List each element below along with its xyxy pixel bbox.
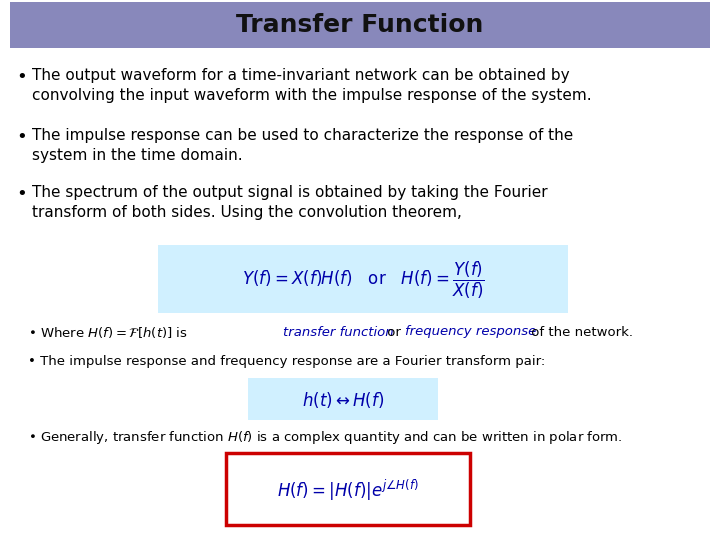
Text: •: • [17,68,27,86]
Text: $Y(f) = X(f)H(f)$   or   $H(f) = \dfrac{Y(f)}{X(f)}$: $Y(f) = X(f)H(f)$ or $H(f) = \dfrac{Y(f)… [242,259,485,301]
FancyBboxPatch shape [248,378,438,420]
Text: Transfer Function: Transfer Function [236,13,484,37]
Text: •: • [17,128,27,146]
Text: transfer function: transfer function [283,326,394,339]
Text: $H(f) = |H(f)|e^{j\angle H(f)}$: $H(f) = |H(f)|e^{j\angle H(f)}$ [277,477,419,503]
Text: frequency response: frequency response [405,326,536,339]
Text: •: • [17,185,27,203]
FancyBboxPatch shape [226,453,470,525]
FancyBboxPatch shape [10,2,710,48]
Text: $h(t) \leftrightarrow H(f)$: $h(t) \leftrightarrow H(f)$ [302,390,384,410]
Text: • The impulse response and frequency response are a Fourier transform pair:: • The impulse response and frequency res… [28,355,545,368]
Text: • Generally, transfer function $H(f)$ is a complex quantity and can be written i: • Generally, transfer function $H(f)$ is… [28,429,623,447]
Text: or: or [383,326,405,339]
Text: • Where $H(f) = \mathcal{F}[h(t)]$ is: • Where $H(f) = \mathcal{F}[h(t)]$ is [28,325,189,340]
Text: The output waveform for a time-invariant network can be obtained by
convolving t: The output waveform for a time-invariant… [32,68,592,103]
FancyBboxPatch shape [158,245,568,313]
Text: The spectrum of the output signal is obtained by taking the Fourier
transform of: The spectrum of the output signal is obt… [32,185,548,220]
Text: The impulse response can be used to characterize the response of the
system in t: The impulse response can be used to char… [32,128,573,163]
Text: of the network.: of the network. [527,326,633,339]
